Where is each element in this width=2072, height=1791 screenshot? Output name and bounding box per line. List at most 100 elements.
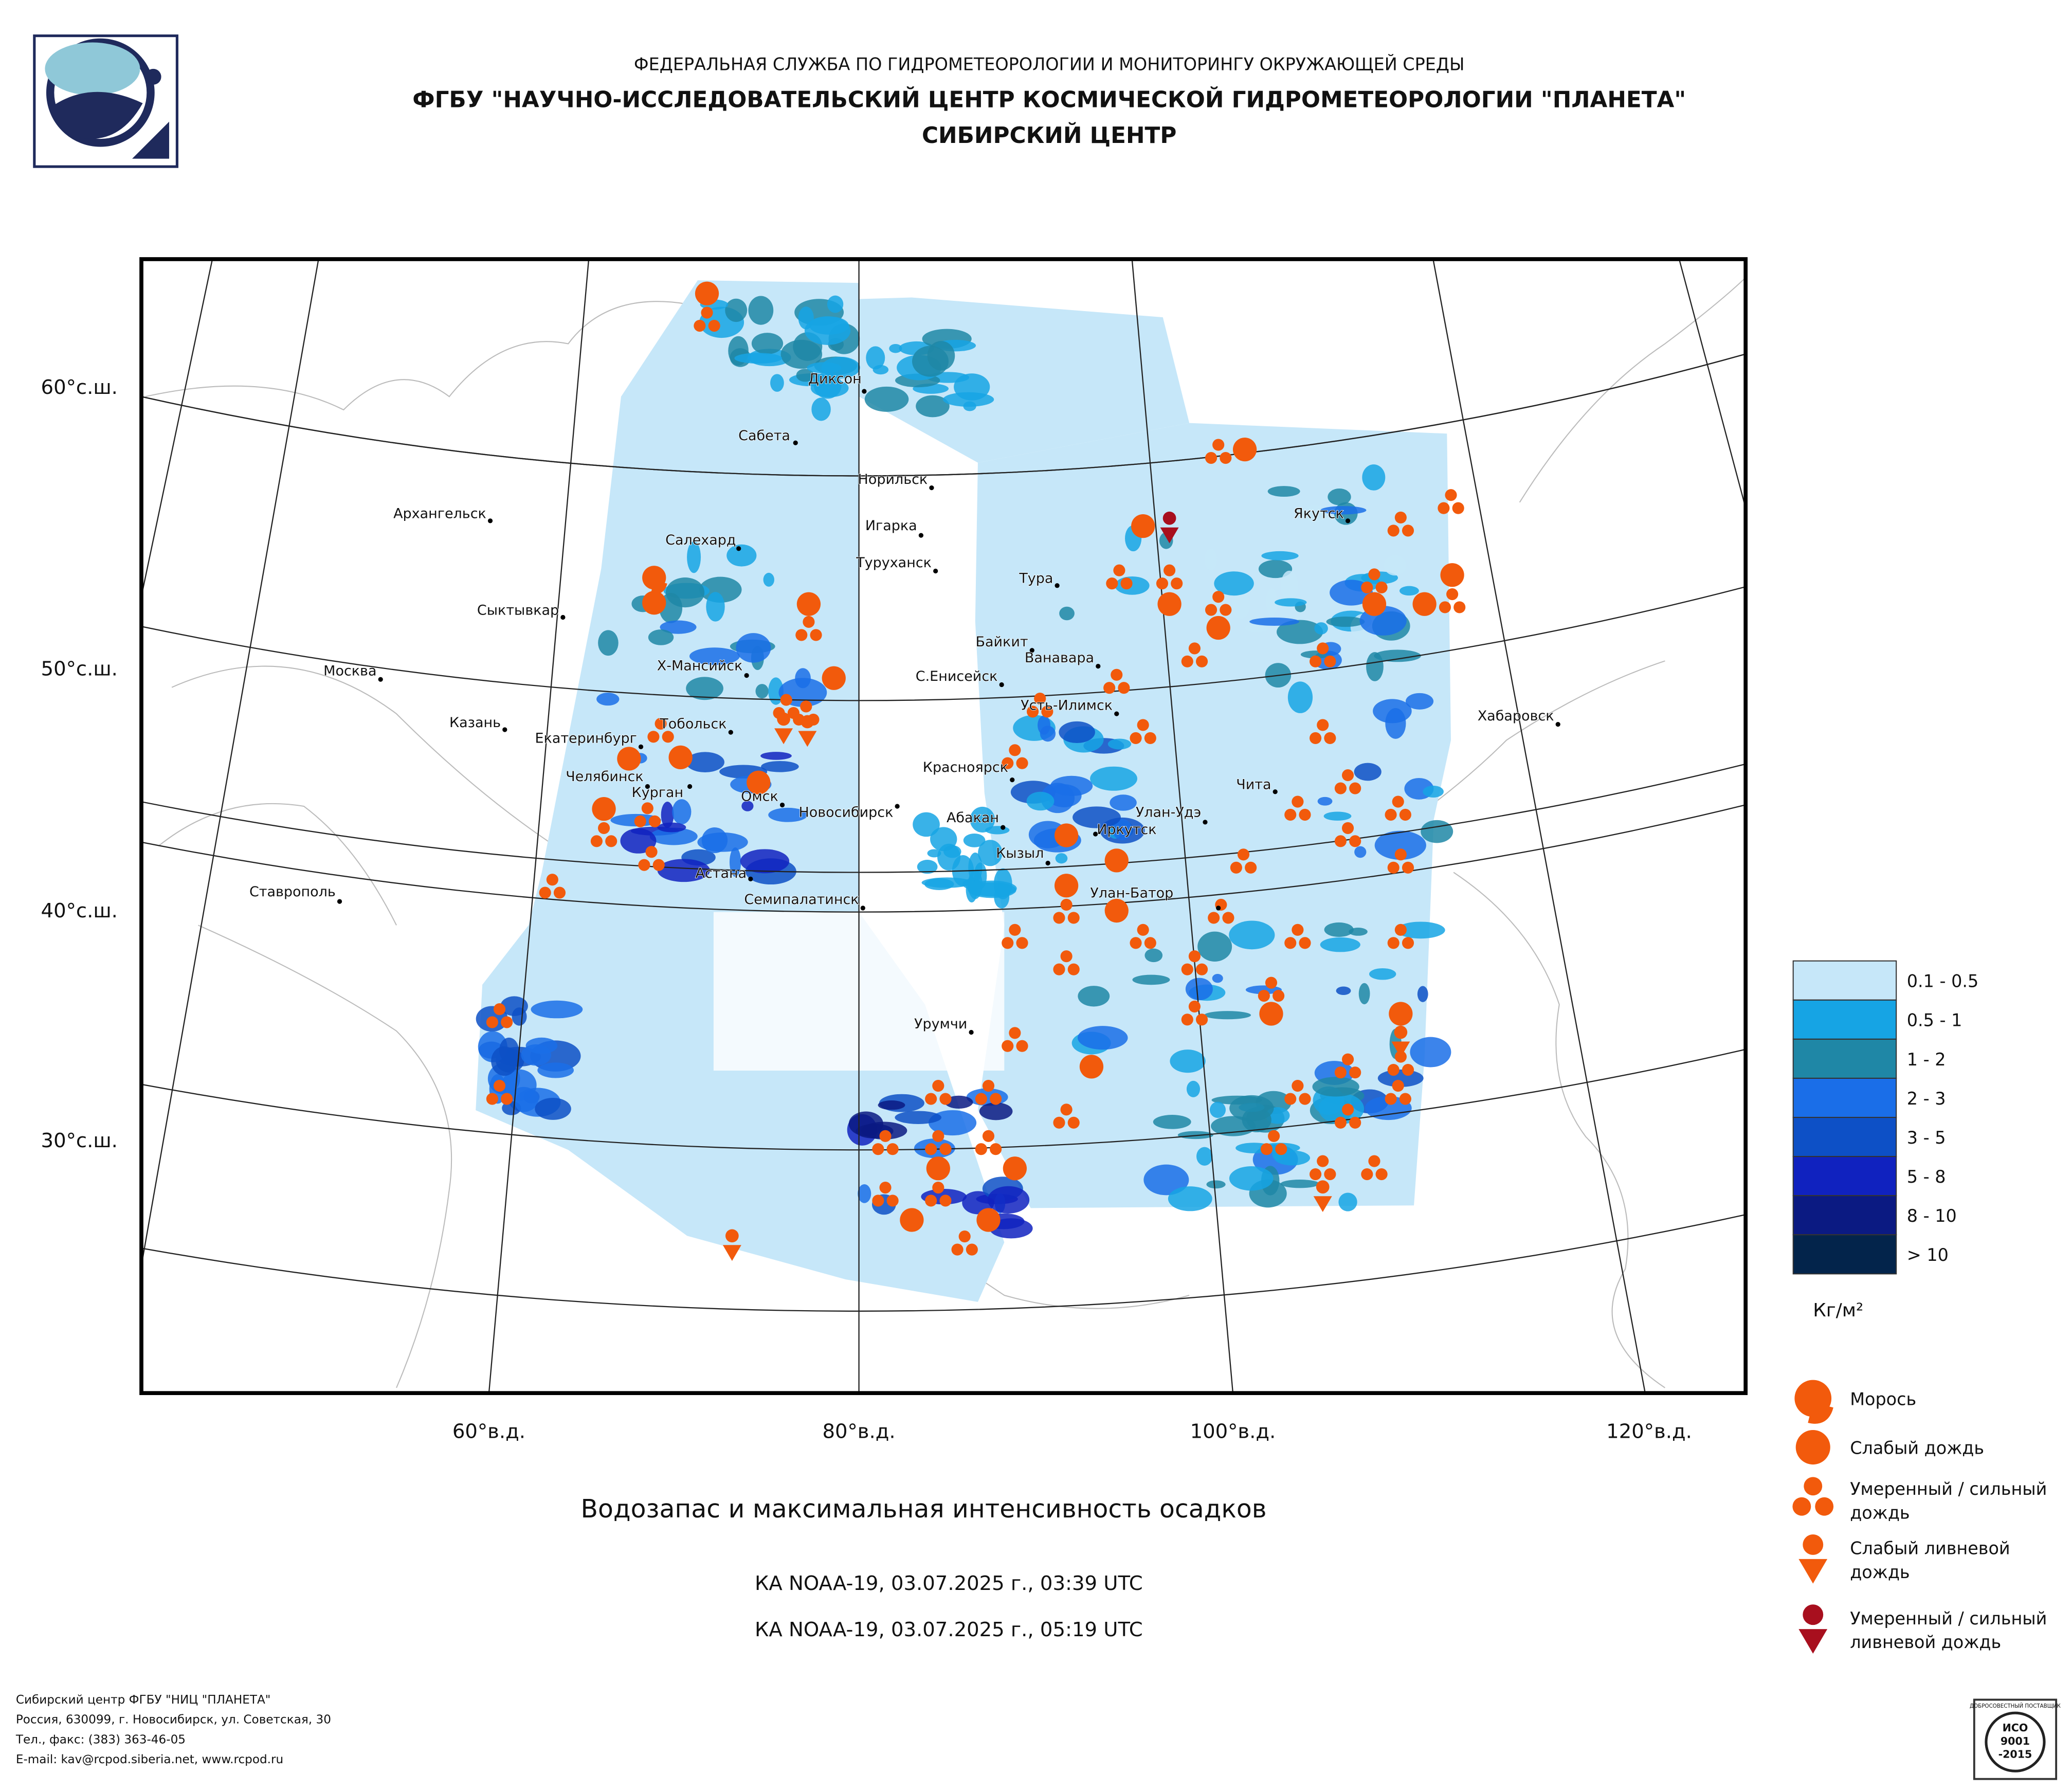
- moderate-rain-symbol: [1452, 502, 1464, 514]
- moderate-rain-symbol: [1156, 577, 1169, 590]
- city-dot: [918, 533, 924, 538]
- water-field: [1423, 785, 1444, 798]
- moderate-rain-symbol: [1009, 744, 1021, 756]
- symbol-legend-label: ливневой дождь: [1850, 1632, 2001, 1652]
- city-dot: [779, 802, 785, 808]
- city-dot: [895, 804, 900, 809]
- badge-text: ДОБРОСОВЕСТНЫЙ ПОСТАВЩИК: [1970, 1703, 2061, 1709]
- city-label: Новосибирск: [798, 805, 893, 821]
- city-dot: [1029, 648, 1034, 653]
- water-field: [1399, 586, 1419, 596]
- map-area: Диксон Сабета Норильск Архангельск Игарка Сал…: [141, 259, 1746, 1394]
- water-field: [810, 379, 849, 397]
- moderate-rain-symbol: [1284, 1093, 1297, 1105]
- meridian: [1678, 259, 1746, 510]
- water-field: [978, 840, 1003, 866]
- moderate-rain-symbol: [634, 815, 646, 827]
- city-label: Х-Мансийск: [657, 658, 743, 674]
- water-field: [1385, 708, 1406, 739]
- water-field: [1365, 1096, 1412, 1120]
- lon-label: 120°в.д.: [1606, 1420, 1692, 1443]
- water-field: [807, 362, 841, 374]
- water-field: [989, 1218, 1033, 1239]
- water-field: [755, 684, 769, 699]
- light-rain-symbol: [1362, 592, 1387, 616]
- water-field: [535, 1098, 571, 1120]
- water-field: [1374, 649, 1421, 662]
- moderate-rain-symbol: [1317, 1155, 1329, 1167]
- city-label: Байкит: [975, 634, 1028, 650]
- moderate-rain-symbol: [1230, 861, 1242, 874]
- water-field: [687, 541, 701, 573]
- moderate-rain-symbol: [1394, 924, 1407, 936]
- water-field: [1396, 921, 1445, 939]
- moderate-rain-symbol: [982, 1130, 995, 1142]
- moderate-rain-symbol: [1041, 705, 1053, 718]
- moderate-rain-symbol: [872, 1143, 884, 1155]
- moderate-rain-symbol: [1181, 655, 1193, 667]
- legend-swatch: [1792, 1156, 1897, 1197]
- moderate-rain-symbol: [872, 1195, 884, 1207]
- water-field: [827, 295, 844, 313]
- moderate-rain-symbol: [1284, 937, 1297, 949]
- city-dot: [638, 744, 644, 749]
- water-field: [1115, 576, 1150, 595]
- city-dot: [502, 727, 507, 732]
- moderate-rain-symbol: [1222, 912, 1234, 924]
- water-field: [502, 1069, 537, 1101]
- water-field: [1417, 986, 1428, 1002]
- water-field: [598, 630, 619, 656]
- city-label: Сабета: [738, 428, 790, 444]
- moderate-rain-symbol: [879, 1181, 892, 1194]
- water-field: [1362, 464, 1386, 491]
- water-field: [927, 341, 955, 371]
- city-label: С.Енисейск: [916, 668, 998, 684]
- water-field: [763, 572, 774, 587]
- city-label: Челябинск: [566, 769, 643, 785]
- water-field: [1077, 1026, 1128, 1050]
- moderate-rain-symbol: [1137, 719, 1149, 731]
- moderate-rain-symbol: [1334, 1066, 1347, 1079]
- city-dot: [1216, 906, 1221, 911]
- water-field: [1229, 920, 1275, 950]
- water-field: [1197, 931, 1232, 962]
- moderate-rain-symbol: [1260, 1143, 1273, 1155]
- moderate-rain-symbol: [800, 700, 812, 713]
- light-rain-symbol: [796, 592, 821, 616]
- city-label: Усть-Илимск: [1021, 697, 1113, 713]
- water-field: [1324, 922, 1354, 937]
- moderate-rain-symbol: [1188, 642, 1201, 655]
- moderate-rain-symbol: [780, 694, 792, 706]
- agency: ФЕДЕРАЛЬНАЯ СЛУЖБА ПО ГИДРОМЕТЕОРОЛОГИИ …: [634, 53, 1465, 74]
- moderate-rain-symbol: [1164, 564, 1176, 576]
- moderate-rain-symbol: [1324, 732, 1336, 744]
- moderate-rain-symbol: [1292, 1080, 1304, 1092]
- moderate-rain-symbol: [1284, 808, 1297, 821]
- shower-symbol: [725, 1229, 739, 1243]
- water-field: [1209, 1101, 1226, 1118]
- water-field: [686, 677, 723, 700]
- water-field: [895, 1111, 942, 1124]
- moderate-rain-symbol: [1446, 588, 1459, 601]
- city-dot: [1093, 831, 1098, 837]
- moderate-rain-symbol: [1212, 591, 1225, 603]
- water-field: [1280, 570, 1298, 601]
- water-field: [1144, 948, 1163, 963]
- water-field: [1314, 622, 1328, 635]
- moderate-rain-symbol: [1113, 564, 1125, 576]
- water-field: [916, 395, 950, 418]
- meridian: [141, 259, 319, 1269]
- water-field: [1186, 1080, 1201, 1097]
- moderate-rain-symbol: [1399, 1093, 1411, 1105]
- water-field: [1266, 588, 1278, 616]
- moderate-rain-symbol: [1067, 963, 1080, 975]
- moderate-rain-symbol: [1171, 577, 1183, 590]
- pass-2: КА NOAA-19, 03.07.2025 г., 05:19 UTC: [755, 1618, 1143, 1641]
- water-field: [1328, 489, 1351, 505]
- moderate-rain-symbol: [1310, 1168, 1322, 1181]
- water-field: [620, 828, 657, 854]
- lat-label: 50°с.ш.: [41, 658, 118, 681]
- moderate-rain-symbol: [1060, 1103, 1073, 1116]
- moderate-rain-symbol: [1349, 1066, 1361, 1079]
